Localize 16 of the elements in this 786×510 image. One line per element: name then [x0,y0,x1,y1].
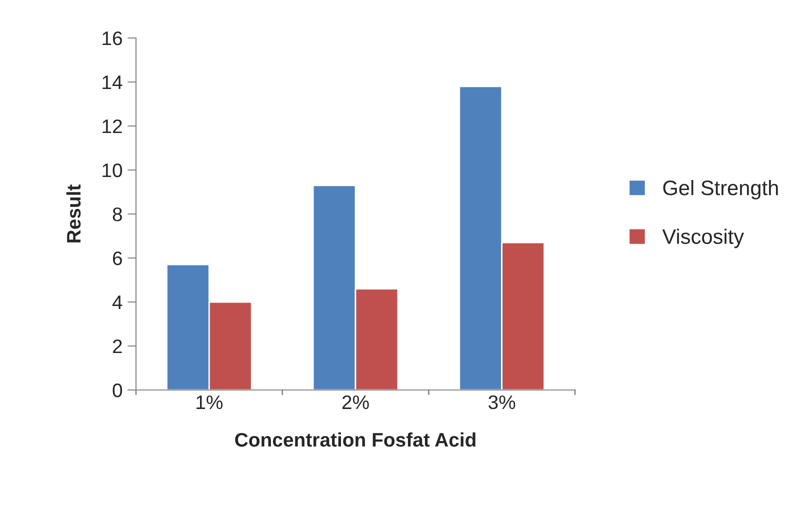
y-tick-label: 0 [112,383,122,398]
x-axis-title: Concentration Fosfat Acid [235,432,476,447]
legend-label: Gel Strength [663,180,778,200]
y-tick-label: 12 [102,119,122,134]
y-tick-label: 4 [112,296,122,310]
y-tick-label: 10 [102,163,122,178]
y-tick-label: 6 [112,251,122,266]
y-axis-title: Result [66,184,81,242]
y-tick-label: 2 [112,339,122,354]
y-tick-label: 16 [102,31,122,46]
x-tick-label: 3% [488,395,516,410]
y-tick-label: 14 [102,76,122,90]
legend-label: Viscosity [662,228,744,248]
x-tick-label: 2% [342,395,369,410]
y-tick-label: 8 [112,207,122,222]
x-tick-label: 1% [196,395,223,410]
